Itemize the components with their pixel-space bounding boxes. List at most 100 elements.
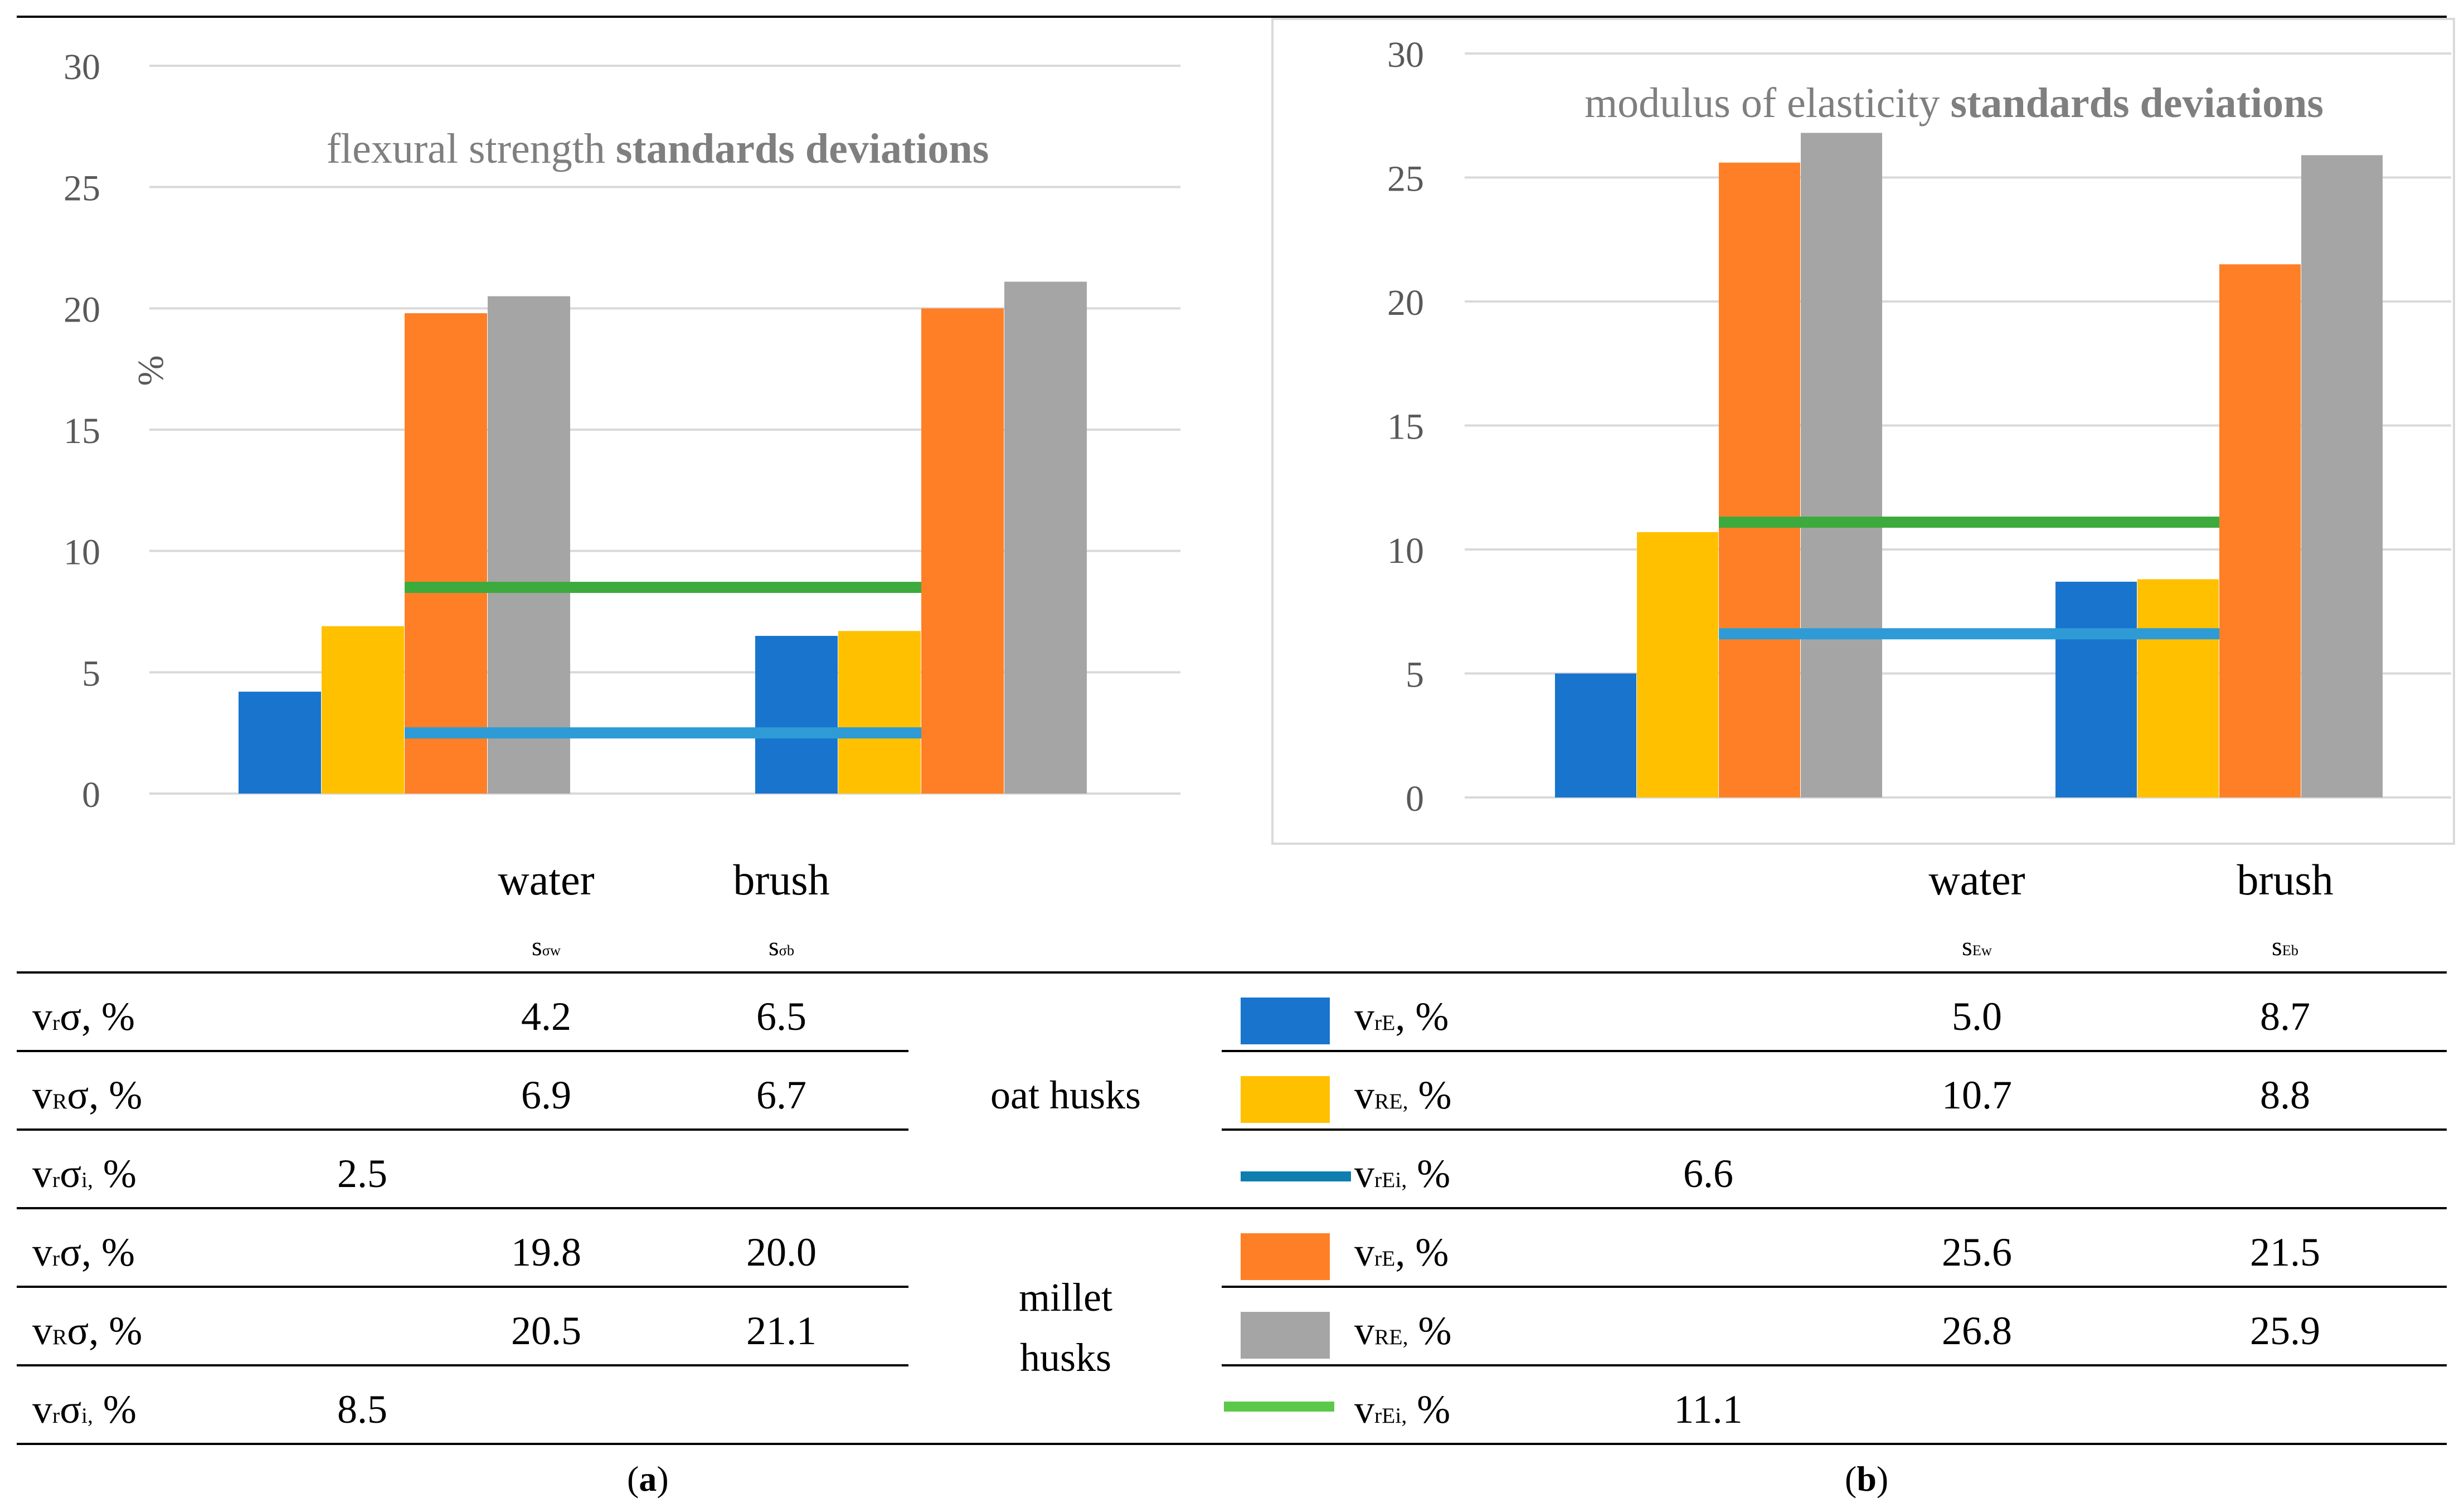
- charts-canvas: 0 5 10 15 20 25 30 flexural strength standards …: [64, 18, 2455, 845]
- table-a-row-1-water: 6.9: [521, 1073, 571, 1117]
- table-a-row-1-brush: 6.7: [756, 1073, 806, 1117]
- chart-a: 0 5 10 15 20 25 30 flexural strength standards …: [64, 47, 1180, 815]
- table-rule-mid: [17, 1207, 2447, 1209]
- table-b-row-5-label: vrEi, %: [1354, 1387, 1451, 1432]
- chart-a-bar: [488, 296, 570, 794]
- table-a-row-4-water: 20.5: [511, 1308, 581, 1353]
- chart-a-ytick-label: 10: [64, 532, 100, 573]
- table-a-row-3-water: 19.8: [511, 1230, 581, 1274]
- chart-a-bar: [921, 308, 1004, 794]
- table-b-rule-4: [1222, 1286, 2447, 1288]
- chart-a-bar: [405, 313, 487, 794]
- chart-b-title-bold: standards deviations: [1951, 80, 2324, 127]
- table-b-header-water: water: [1928, 855, 2025, 904]
- table-b-row-1-water: 10.7: [1942, 1073, 2012, 1117]
- table-b-row-1-label: vRE, %: [1354, 1073, 1452, 1117]
- table-b-row-0-water: 5.0: [1952, 994, 2002, 1039]
- chart-a-ylabel: %: [130, 356, 171, 386]
- chart-a-title-normal: flexural strength: [327, 125, 616, 172]
- table-rule-bottom: [17, 1443, 2447, 1445]
- chart-b-bar: [2137, 579, 2219, 797]
- table-b-row-4-brush: 25.9: [2250, 1308, 2320, 1353]
- table-b-rule-2: [1222, 1128, 2447, 1131]
- top-rule: [17, 16, 2447, 18]
- chart-a-bar: [239, 692, 321, 794]
- chart-a-bar: [755, 636, 838, 794]
- table-b-row-3-water: 25.6: [1942, 1230, 2012, 1274]
- table-a-row-5-label: vrσi, %: [32, 1387, 137, 1432]
- chart-a-ytick-label: 25: [64, 168, 100, 209]
- table-a-rule-1: [17, 1050, 908, 1052]
- chart-a-title-bold: standards deviations: [616, 125, 989, 172]
- table-a-row-0-brush: 6.5: [756, 994, 806, 1039]
- group-label-millet: millet: [1019, 1275, 1112, 1320]
- chart-a-ytick-label: 0: [82, 775, 100, 815]
- table-a-rule-4: [17, 1286, 908, 1288]
- table-b-row-1-brush: 8.8: [2260, 1073, 2310, 1117]
- table-a-rule-5: [17, 1364, 908, 1366]
- table-a-row-3-label: vrσ, %: [32, 1230, 135, 1274]
- chart-b-ytick-label: 5: [1406, 655, 1424, 695]
- chart-b-ytick-label: 30: [1387, 35, 1424, 75]
- chart-a-ytick-label: 15: [64, 411, 100, 451]
- chart-a-bar: [838, 631, 921, 794]
- legend-swatch-yellow: [1241, 1076, 1330, 1123]
- group-label-oat-husks: oat husks: [990, 1073, 1141, 1117]
- chart-b-ytick-label: 15: [1387, 407, 1424, 447]
- table-a-header-brush: brush: [733, 855, 830, 904]
- table-a-row-4-label: vRσ, %: [32, 1308, 143, 1353]
- chart-b-bar: [1555, 673, 1636, 797]
- caption-a: (a): [627, 1459, 669, 1499]
- table-b-rule-1: [1222, 1050, 2447, 1052]
- table-a-row-4-brush: 21.1: [746, 1308, 817, 1353]
- table-a-rule-2: [17, 1128, 908, 1131]
- chart-b: 0 5 10 15 20 25 30 modulus of elasticity standa…: [1387, 35, 2451, 819]
- chart-a-title: flexural strength standards deviations: [327, 125, 989, 172]
- table-b-row-5-interlab: 11.1: [1674, 1387, 1743, 1432]
- table-a-row-2-label: vrσi, %: [32, 1151, 137, 1196]
- table-a-row-5-interlab: 8.5: [337, 1387, 387, 1432]
- table-b-rule-5: [1222, 1364, 2447, 1366]
- table-b-row-3-brush: 21.5: [2250, 1230, 2320, 1274]
- chart-b-frame: [1271, 18, 2455, 845]
- table-a-header-water: water: [498, 855, 595, 904]
- table-b-subheader-w: sEw: [1962, 932, 1992, 961]
- chart-a-bar: [1004, 281, 1087, 794]
- chart-b-ytick-label: 20: [1387, 283, 1424, 323]
- chart-b-bar: [1719, 162, 1800, 797]
- table-a-row-0-label: vrσ, %: [32, 994, 135, 1039]
- chart-b-bar: [2301, 155, 2383, 798]
- table-b-row-3-label: vrE, %: [1354, 1230, 1449, 1274]
- table-b-row-0-brush: 8.7: [2260, 994, 2310, 1039]
- chart-b-bar: [1801, 133, 1882, 797]
- table-b-header-brush: brush: [2237, 855, 2334, 904]
- chart-a-ytick-label: 20: [64, 289, 100, 330]
- table-a-subheader-b: sσb: [768, 932, 795, 961]
- chart-b-bar: [1637, 532, 1718, 797]
- table-rule-0: [17, 971, 2447, 974]
- chart-b-ytick-label: 10: [1387, 531, 1424, 571]
- legend-line-blue: [1241, 1171, 1351, 1181]
- chart-a-bar: [322, 626, 404, 794]
- table-a-row-3-brush: 20.0: [746, 1230, 817, 1274]
- table-b-subheader-b: sEb: [2271, 932, 2298, 961]
- caption-b: (b): [1845, 1459, 1889, 1499]
- table-b-row-0-label: vrE, %: [1354, 994, 1449, 1039]
- chart-b-ytick-label: 0: [1406, 779, 1424, 819]
- table-a-row-2-interlab: 2.5: [337, 1151, 387, 1196]
- chart-b-title: modulus of elasticity standards deviatio…: [1585, 80, 2324, 127]
- chart-a-ytick-label: 30: [64, 47, 100, 87]
- table-a-subheader-w: sσw: [532, 932, 561, 961]
- table-b-row-2-label: vrEi, %: [1354, 1151, 1451, 1196]
- table-a-row-1-label: vRσ, %: [32, 1073, 143, 1117]
- table-a-row-0-water: 4.2: [521, 994, 571, 1039]
- table-b-row-4-water: 26.8: [1942, 1308, 2012, 1353]
- legend-swatch-orange: [1241, 1233, 1330, 1280]
- chart-b-bar: [2219, 264, 2301, 797]
- table-b-row-2-interlab: 6.6: [1683, 1151, 1733, 1196]
- table-b-row-4-label: vRE, %: [1354, 1308, 1452, 1353]
- chart-b-bar: [2055, 581, 2137, 797]
- chart-b-title-normal: modulus of elasticity: [1585, 80, 1950, 127]
- legend-swatch-blue: [1241, 998, 1330, 1044]
- legend-line-green: [1224, 1402, 1334, 1412]
